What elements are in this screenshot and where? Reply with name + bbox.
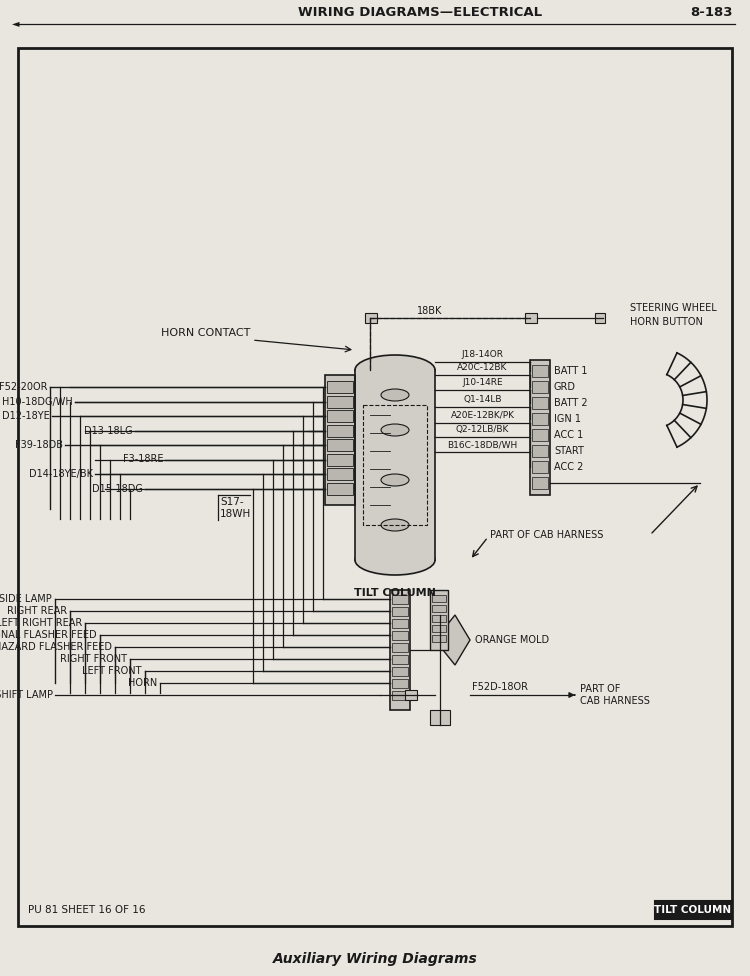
Text: D12-18YE: D12-18YE: [2, 411, 50, 421]
Text: IGN 1: IGN 1: [554, 414, 581, 424]
Text: A20E-12BK/PK: A20E-12BK/PK: [451, 411, 514, 420]
Text: A20C-12BK: A20C-12BK: [458, 363, 508, 372]
Text: Auxiliary Wiring Diagrams: Auxiliary Wiring Diagrams: [273, 952, 477, 966]
Text: GEAR SHIFT LAMP: GEAR SHIFT LAMP: [0, 690, 53, 700]
Text: D13-18LG: D13-18LG: [84, 426, 133, 435]
Text: TURN SIGNAL FLASHER FEED: TURN SIGNAL FLASHER FEED: [0, 630, 97, 640]
Bar: [595, 313, 605, 323]
Bar: [532, 397, 548, 409]
Text: J10-14RE: J10-14RE: [462, 378, 503, 387]
Text: F52-20OR: F52-20OR: [0, 382, 48, 392]
Bar: [327, 410, 353, 422]
Ellipse shape: [381, 474, 409, 486]
Text: TILT COLUMN: TILT COLUMN: [354, 588, 436, 598]
Text: D15-18DG: D15-18DG: [92, 483, 143, 494]
Bar: [327, 425, 353, 436]
Bar: [327, 381, 353, 393]
Bar: [392, 655, 408, 664]
Bar: [392, 691, 408, 700]
Bar: [327, 439, 353, 451]
Bar: [525, 313, 537, 323]
Bar: [432, 605, 446, 612]
Bar: [392, 679, 408, 688]
Bar: [430, 710, 450, 725]
Ellipse shape: [381, 519, 409, 531]
Bar: [655, 901, 731, 919]
Ellipse shape: [381, 424, 409, 436]
Bar: [532, 461, 548, 473]
Text: F52D-18OR: F52D-18OR: [472, 682, 528, 692]
Bar: [325, 375, 355, 505]
Bar: [432, 635, 446, 642]
Text: 8-183: 8-183: [691, 6, 733, 19]
Bar: [18, 48, 732, 926]
Polygon shape: [435, 615, 470, 665]
Text: PART OF CAB HARNESS: PART OF CAB HARNESS: [490, 530, 603, 540]
Text: F39-18DB: F39-18DB: [15, 440, 63, 450]
Text: ◄: ◄: [12, 18, 20, 28]
Text: LEFT RIGHT REAR: LEFT RIGHT REAR: [0, 618, 82, 628]
Bar: [532, 413, 548, 425]
Bar: [532, 477, 548, 489]
Bar: [327, 482, 353, 495]
Bar: [355, 370, 435, 560]
Bar: [432, 615, 446, 622]
Ellipse shape: [355, 355, 435, 385]
Bar: [530, 360, 550, 495]
Bar: [365, 313, 377, 323]
Text: HORN: HORN: [128, 678, 157, 688]
Ellipse shape: [355, 545, 435, 575]
Bar: [327, 395, 353, 408]
Text: D14-18YE/BK: D14-18YE/BK: [29, 469, 93, 479]
Text: WIRING DIAGRAMS—ELECTRICAL: WIRING DIAGRAMS—ELECTRICAL: [298, 6, 542, 19]
Text: S17-
18WH: S17- 18WH: [220, 497, 251, 519]
Bar: [327, 468, 353, 480]
Bar: [405, 690, 417, 700]
Bar: [532, 381, 548, 393]
Text: START: START: [554, 446, 584, 456]
Text: PU 81 SHEET 16 OF 16: PU 81 SHEET 16 OF 16: [28, 905, 146, 915]
Text: BATT 1: BATT 1: [554, 366, 587, 376]
Bar: [392, 595, 408, 604]
Text: Q2-12LB/BK: Q2-12LB/BK: [456, 425, 509, 434]
Text: Q1-14LB: Q1-14LB: [464, 395, 502, 404]
Text: BATT 2: BATT 2: [554, 398, 588, 408]
Bar: [392, 607, 408, 616]
Text: GRD: GRD: [554, 382, 576, 392]
Bar: [392, 643, 408, 652]
Text: RIGHT FRONT: RIGHT FRONT: [60, 654, 127, 664]
Text: 18BK: 18BK: [417, 306, 442, 316]
Text: RIGHT REAR: RIGHT REAR: [7, 606, 67, 616]
Text: HAZARD FLASHER FEED: HAZARD FLASHER FEED: [0, 642, 112, 652]
Text: ACC 1: ACC 1: [554, 430, 584, 440]
Bar: [432, 595, 446, 602]
Bar: [390, 590, 410, 710]
Bar: [432, 625, 446, 632]
Text: LEFT FRONT: LEFT FRONT: [82, 666, 142, 676]
Bar: [430, 590, 448, 650]
Bar: [392, 619, 408, 628]
Text: TILT COLUMN: TILT COLUMN: [655, 905, 731, 915]
Bar: [532, 445, 548, 457]
Text: SIDE LAMP: SIDE LAMP: [0, 594, 52, 604]
Text: HORN CONTACT: HORN CONTACT: [160, 328, 250, 338]
Text: B16C-18DB/WH: B16C-18DB/WH: [447, 440, 518, 449]
Text: STEERING WHEEL
HORN BUTTON: STEERING WHEEL HORN BUTTON: [630, 304, 717, 327]
Text: F3-18RE: F3-18RE: [122, 455, 163, 465]
Bar: [327, 454, 353, 466]
Text: PART OF
CAB HARNESS: PART OF CAB HARNESS: [580, 684, 650, 707]
Bar: [363, 405, 427, 525]
Text: H10-18DG/WH: H10-18DG/WH: [2, 396, 73, 406]
Ellipse shape: [381, 389, 409, 401]
Bar: [532, 429, 548, 441]
Text: ORANGE MOLD: ORANGE MOLD: [475, 635, 549, 645]
Text: J18-14OR: J18-14OR: [461, 350, 503, 359]
Text: ACC 2: ACC 2: [554, 462, 584, 472]
Bar: [392, 667, 408, 676]
Bar: [392, 631, 408, 640]
Bar: [532, 365, 548, 377]
